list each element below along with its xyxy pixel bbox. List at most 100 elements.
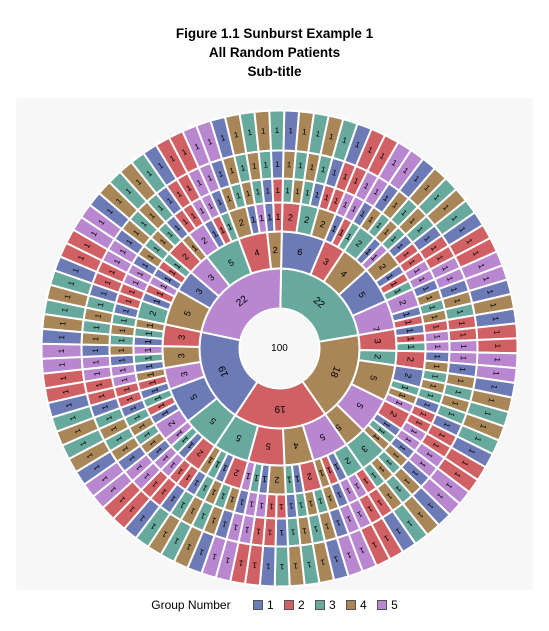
wedge-value-label: 1 [150, 479, 160, 489]
wedge-value-label: 1 [78, 439, 88, 447]
wedge-value-label: 1 [232, 522, 239, 532]
wedge-value-label: 1 [301, 526, 307, 536]
wedge-value-label: 1 [275, 186, 280, 195]
wedge-value-label: 1 [452, 297, 462, 304]
wedge-value-label: 1 [286, 474, 292, 484]
wedge-value-label: 1 [397, 391, 408, 399]
wedge-value-label: 1 [431, 441, 441, 450]
wedge-value-label: 1 [457, 321, 467, 327]
legend: Group Number 1 2 3 4 5 [0, 598, 549, 612]
wedge-value-label: 1 [471, 249, 481, 257]
wedge-value-label: 1 [341, 135, 348, 145]
wedge-value-label: 1 [156, 401, 167, 410]
wedge-value-label: 1 [238, 558, 245, 568]
wedge-value-label: 1 [219, 491, 227, 501]
wedge-value-label: 2 [195, 448, 205, 459]
wedge-value-label: 2 [232, 467, 240, 478]
wedge-value-label: 1 [406, 344, 416, 349]
wedge-value-label: 1 [323, 193, 330, 203]
wedge-value-label: 1 [137, 422, 147, 431]
wedge-value-label: 1 [473, 435, 483, 443]
wedge-value-label: 1 [135, 269, 145, 278]
wedge-value-label: 1 [143, 347, 153, 352]
wedge-value-label: 1 [143, 355, 153, 361]
wedge-value-label: 1 [458, 367, 468, 373]
wedge-value-label: 1 [258, 213, 264, 224]
wedge-value-label: 1 [112, 257, 122, 266]
wedge-value-label: 1 [304, 188, 311, 198]
wedge-value-label: 1 [127, 453, 137, 462]
wedge-value-label: 1 [66, 280, 76, 287]
wedge-value-label: 18 [327, 364, 342, 379]
legend-swatch [283, 600, 294, 610]
wedge-value-label: 1 [121, 307, 131, 314]
wedge-value-label: 3 [179, 370, 190, 377]
wedge-value-label: 1 [492, 330, 501, 336]
wedge-value-label: 2 [405, 356, 415, 362]
wedge-value-label: 1 [378, 151, 387, 161]
wedge-value-label: 1 [104, 414, 114, 422]
wedge-value-label: 1 [206, 137, 214, 147]
wedge-value-label: 1 [192, 478, 201, 488]
wedge-value-label: 1 [436, 431, 446, 440]
wedge-value-label: 1 [493, 357, 502, 362]
wedge-value-label: 1 [460, 459, 470, 468]
wedge-value-label: 1 [375, 498, 384, 508]
wedge-value-label: 1 [399, 208, 409, 218]
wedge-value-label: 1 [127, 288, 137, 296]
wedge-value-label: 1 [394, 526, 403, 536]
wedge-value-label: 1 [481, 275, 491, 283]
wedge-value-label: 1 [206, 455, 216, 466]
wedge-value-label: 1 [424, 451, 434, 460]
wedge-value-label: 1 [103, 279, 113, 287]
wedge-value-label: 1 [330, 223, 339, 234]
wedge-value-label: 1 [450, 400, 460, 407]
wedge-value-label: 1 [145, 322, 156, 329]
legend-swatch [346, 600, 357, 610]
wedge-value-label: 1 [353, 481, 362, 491]
wedge-value-label: 1 [159, 486, 169, 496]
wedge-value-label: 1 [432, 193, 442, 203]
wedge-value-label: 1 [485, 289, 495, 296]
wedge-value-label: 1 [335, 490, 343, 500]
wedge-value-label: 1 [382, 227, 392, 237]
wedge-value-label: 1 [429, 244, 439, 253]
wedge-value-label: 1 [393, 484, 403, 494]
wedge-value-label: 1 [422, 183, 432, 193]
wedge-value-label: 1 [412, 174, 422, 184]
wedge-value-label: 1 [444, 481, 454, 491]
wedge-value-label: 1 [250, 214, 257, 225]
wedge-value-label: 1 [57, 348, 66, 353]
wedge-value-label: 1 [354, 140, 362, 150]
wedge-value-label: 2 [343, 455, 352, 466]
wedge-value-label: 1 [407, 258, 417, 267]
wedge-value-label: 1 [118, 327, 128, 333]
legend-item-2: 2 [283, 598, 305, 612]
wedge-value-label: 1 [193, 142, 201, 152]
wedge-value-label: 1 [417, 460, 427, 470]
sunburst-wedge-outer [268, 109, 286, 152]
wedge-value-label: 1 [255, 527, 261, 537]
wedge-value-label: 1 [288, 126, 293, 135]
wedge-value-label: 1 [435, 491, 445, 501]
wedge-value-label: 1 [160, 453, 170, 463]
wedge-value-label: 1 [108, 484, 118, 494]
wedge-value-label: 1 [107, 268, 117, 276]
wedge-value-label: 1 [147, 438, 157, 447]
wedge-value-label: 1 [168, 153, 177, 163]
wedge-value-label: 1 [68, 414, 78, 422]
wedge-value-label: 1 [332, 461, 341, 472]
wedge-value-label: 1 [424, 294, 434, 302]
wedge-value-label: 1 [337, 227, 346, 238]
wedge-value-label: 1 [240, 163, 247, 173]
wedge-value-label: 1 [147, 211, 157, 221]
wedge-value-label: 3 [176, 353, 186, 359]
wedge-value-label: 1 [154, 290, 165, 299]
wedge-value-label: 1 [127, 504, 137, 514]
chart-titles: Figure 1.1 Sunburst Example 1 All Random… [0, 24, 549, 81]
wedge-value-label: 1 [290, 527, 296, 536]
wedge-value-label: 1 [455, 309, 465, 316]
wedge-value-label: 1 [142, 430, 152, 439]
wedge-value-label: 1 [263, 160, 269, 169]
wedge-value-label: 2 [306, 471, 313, 482]
